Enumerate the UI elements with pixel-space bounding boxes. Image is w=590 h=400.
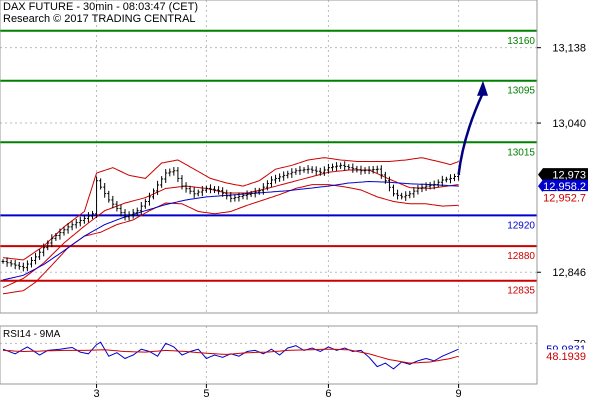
level-label: 12835 bbox=[507, 286, 535, 297]
level-label: 12880 bbox=[507, 251, 535, 262]
x-tick-label: 9 bbox=[456, 388, 462, 400]
price-tag-label: 12,952.7 bbox=[543, 193, 586, 205]
x-tick-label: 3 bbox=[93, 388, 99, 400]
level-label: 13015 bbox=[507, 147, 535, 158]
price-grid bbox=[0, 0, 537, 384]
rsi-ma-line bbox=[2, 348, 459, 364]
level-label: 13095 bbox=[507, 86, 535, 97]
y-tick-label: 13,040 bbox=[552, 118, 586, 130]
bollinger-bands bbox=[2, 157, 459, 295]
x-tick-label: 6 bbox=[325, 388, 331, 400]
chart-subtitle: Research © 2017 TRADING CENTRAL bbox=[3, 13, 196, 25]
rsi-line bbox=[2, 341, 459, 370]
bollinger-upper bbox=[2, 157, 459, 261]
rsi-panel-frame bbox=[0, 325, 538, 385]
y-tick-label: 12,846 bbox=[552, 267, 586, 279]
chart-title: DAX FUTURE - 30min - 08:03:47 (CET) bbox=[3, 1, 198, 13]
rsi-panel: 70RSI14 - 9MA bbox=[0, 329, 586, 370]
price-tag-bg bbox=[538, 179, 588, 193]
price-tag-label: 12,958.2 bbox=[543, 181, 586, 193]
rsi-tag-label: 48.1939 bbox=[546, 351, 586, 363]
price-tag-label: 12,973 bbox=[552, 170, 586, 182]
price-panel-frame bbox=[0, 0, 538, 314]
price-bars bbox=[1, 161, 461, 272]
level-label: 13160 bbox=[507, 36, 535, 47]
rsi-label: RSI14 - 9MA bbox=[3, 329, 61, 340]
x-tick-label: 5 bbox=[203, 388, 209, 400]
support-resistance-levels: 13160 13095 13015 12920 12880 12835 bbox=[0, 29, 537, 297]
level-label: 12920 bbox=[507, 220, 535, 231]
y-tick-label: 13,138 bbox=[552, 43, 586, 55]
price-tag-bg bbox=[538, 191, 588, 205]
price-tag-bg bbox=[538, 168, 588, 182]
projection-arrow bbox=[457, 80, 488, 175]
arrow-head bbox=[477, 80, 488, 96]
arrow-shaft bbox=[457, 92, 485, 175]
rsi-tag-bg bbox=[538, 349, 588, 363]
